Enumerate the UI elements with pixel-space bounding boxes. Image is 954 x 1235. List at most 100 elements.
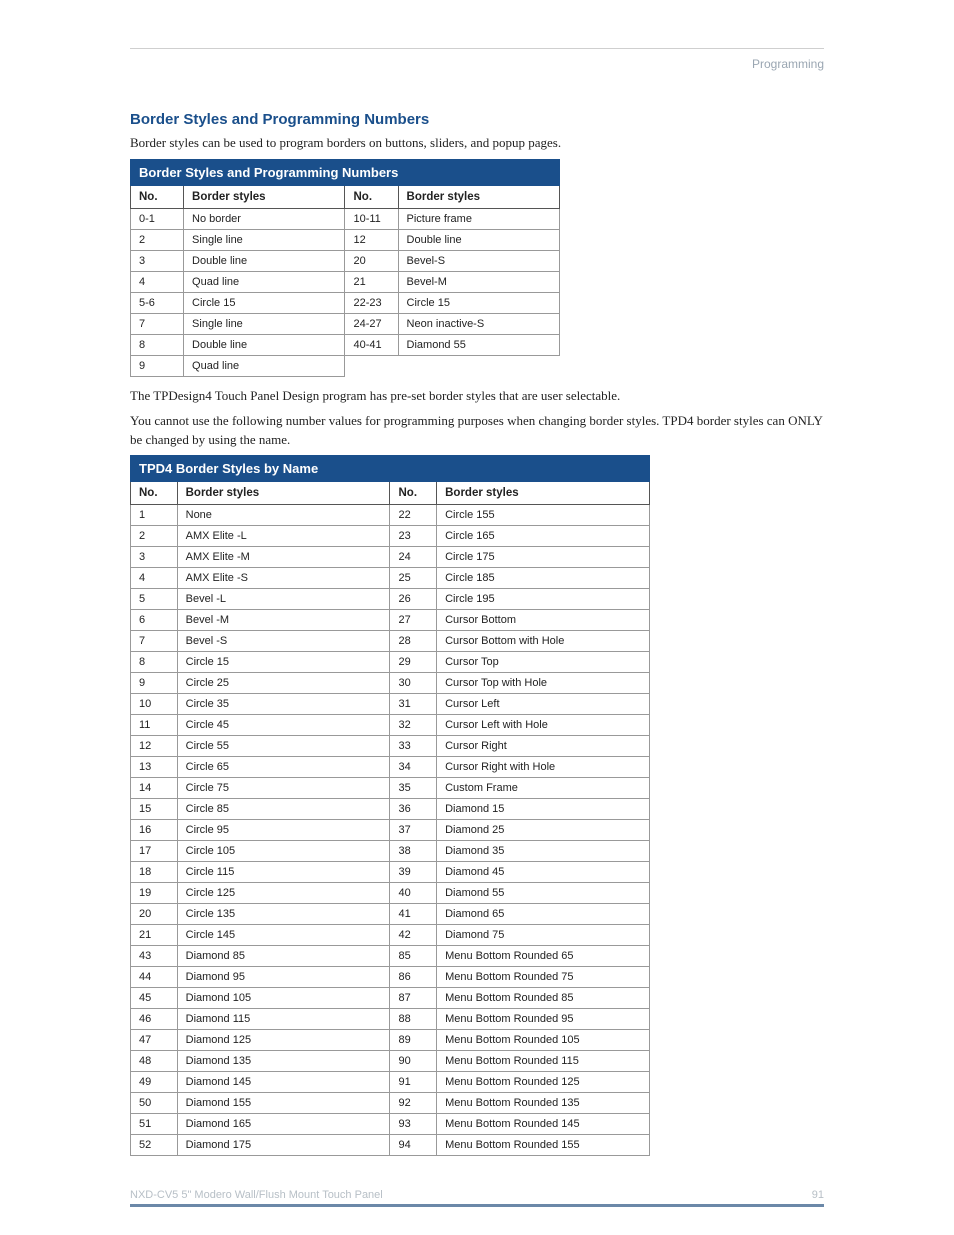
table-row: 7Bevel -S28Cursor Bottom with Hole (131, 631, 650, 652)
table-cell: 94 (390, 1135, 437, 1156)
table-cell: 14 (131, 778, 178, 799)
table-cell: 87 (390, 988, 437, 1009)
table-cell: Diamond 45 (437, 862, 650, 883)
page-container: Programming Border Styles and Programmin… (0, 0, 954, 1235)
table-cell: Menu Bottom Rounded 115 (437, 1051, 650, 1072)
table-cell: Quad line (184, 271, 345, 292)
table-cell: 91 (390, 1072, 437, 1093)
table-cell: Bevel -S (177, 631, 390, 652)
table-cell: Cursor Left (437, 694, 650, 715)
table-row: 51Diamond 16593Menu Bottom Rounded 145 (131, 1114, 650, 1135)
table-cell: Diamond 85 (177, 946, 390, 967)
table-cell: Circle 125 (177, 883, 390, 904)
table-row: 19Circle 12540Diamond 55 (131, 883, 650, 904)
table-cell: Quad line (184, 355, 345, 376)
table-cell: 49 (131, 1072, 178, 1093)
table-cell: Circle 15 (398, 292, 559, 313)
table-cell: 2 (131, 229, 184, 250)
table-row: 16Circle 9537Diamond 25 (131, 820, 650, 841)
table-cell: 20 (131, 904, 178, 925)
table-row: 6Bevel -M27Cursor Bottom (131, 610, 650, 631)
table-cell: Diamond 115 (177, 1009, 390, 1030)
table-cell: 10 (131, 694, 178, 715)
table-cell: 40 (390, 883, 437, 904)
table1-col-2: No. (345, 185, 398, 208)
table-cell: Diamond 125 (177, 1030, 390, 1051)
table-cell: 25 (390, 568, 437, 589)
table-cell: Circle 15 (177, 652, 390, 673)
table-cell: 17 (131, 841, 178, 862)
table-cell: AMX Elite -S (177, 568, 390, 589)
table-cell: 40-41 (345, 334, 398, 355)
table2-col-0: No. (131, 482, 178, 505)
table-cell: 21 (131, 925, 178, 946)
table-cell: 20 (345, 250, 398, 271)
table-cell: 3 (131, 250, 184, 271)
table-row: 46Diamond 11588Menu Bottom Rounded 95 (131, 1009, 650, 1030)
table-cell: Circle 55 (177, 736, 390, 757)
table-cell: Diamond 135 (177, 1051, 390, 1072)
table-cell: Diamond 55 (398, 334, 559, 355)
table2-col-2: No. (390, 482, 437, 505)
table-cell: 38 (390, 841, 437, 862)
table-row: 4Quad line21Bevel-M (131, 271, 560, 292)
table-cell: Cursor Top (437, 652, 650, 673)
table-cell: 11 (131, 715, 178, 736)
table-cell: 26 (390, 589, 437, 610)
table-cell: None (177, 505, 390, 526)
table-row: 52Diamond 17594Menu Bottom Rounded 155 (131, 1135, 650, 1156)
table-cell: No border (184, 208, 345, 229)
page-footer: NXD-CV5 5" Modero Wall/Flush Mount Touch… (130, 1189, 824, 1207)
table-cell: 3 (131, 547, 178, 568)
table-cell: 86 (390, 967, 437, 988)
table-cell: Neon inactive-S (398, 313, 559, 334)
table-row: 15Circle 8536Diamond 15 (131, 799, 650, 820)
table-cell: 48 (131, 1051, 178, 1072)
table-cell: 36 (390, 799, 437, 820)
intro-text: Border styles can be used to program bor… (130, 134, 824, 153)
table-cell: Circle 195 (437, 589, 650, 610)
table-cell: 2 (131, 526, 178, 547)
table-cell: Circle 155 (437, 505, 650, 526)
table-row: 43Diamond 8585Menu Bottom Rounded 65 (131, 946, 650, 967)
table-row: 47Diamond 12589Menu Bottom Rounded 105 (131, 1030, 650, 1051)
table-cell: 89 (390, 1030, 437, 1051)
table-cell: Menu Bottom Rounded 105 (437, 1030, 650, 1051)
table-cell: Circle 165 (437, 526, 650, 547)
table1-col-3: Border styles (398, 185, 559, 208)
table-cell: Custom Frame (437, 778, 650, 799)
table-row: 12Circle 5533Cursor Right (131, 736, 650, 757)
table-cell: 18 (131, 862, 178, 883)
table-cell: Circle 85 (177, 799, 390, 820)
table-cell: 12 (131, 736, 178, 757)
table-cell: 33 (390, 736, 437, 757)
table-cell: 19 (131, 883, 178, 904)
table-cell: Bevel-M (398, 271, 559, 292)
table-cell: Circle 45 (177, 715, 390, 736)
table-cell: 42 (390, 925, 437, 946)
table-row: 8Double line40-41Diamond 55 (131, 334, 560, 355)
table2-title: TPD4 Border Styles by Name (131, 456, 650, 482)
table-cell: 13 (131, 757, 178, 778)
table-row: 49Diamond 14591Menu Bottom Rounded 125 (131, 1072, 650, 1093)
table-cell: Diamond 175 (177, 1135, 390, 1156)
table-cell: 47 (131, 1030, 178, 1051)
table-row: 44Diamond 9586Menu Bottom Rounded 75 (131, 967, 650, 988)
table-cell: 6 (131, 610, 178, 631)
table-cell: Double line (184, 250, 345, 271)
table-border-styles-numbers: Border Styles and Programming Numbers No… (130, 159, 560, 377)
table-cell: Picture frame (398, 208, 559, 229)
table-cell: 52 (131, 1135, 178, 1156)
table1-header-row: No. Border styles No. Border styles (131, 185, 560, 208)
table-cell: 92 (390, 1093, 437, 1114)
table-cell: Circle 35 (177, 694, 390, 715)
table-cell: Diamond 55 (437, 883, 650, 904)
table-row: 13Circle 6534Cursor Right with Hole (131, 757, 650, 778)
table-cell: Menu Bottom Rounded 155 (437, 1135, 650, 1156)
table2-header-row: No. Border styles No. Border styles (131, 482, 650, 505)
table-cell: 7 (131, 631, 178, 652)
table-cell: 34 (390, 757, 437, 778)
table-row: 21Circle 14542Diamond 75 (131, 925, 650, 946)
table-cell: 0-1 (131, 208, 184, 229)
table-cell: Cursor Bottom with Hole (437, 631, 650, 652)
